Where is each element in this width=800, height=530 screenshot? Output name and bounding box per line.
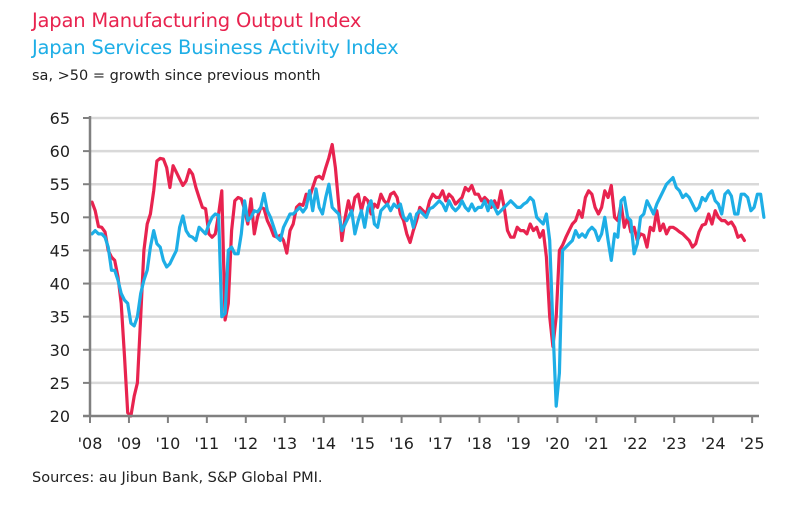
services-activity-line — [90, 176, 766, 408]
x-tick-label: '20 — [545, 434, 570, 453]
y-tick-label: 20 — [50, 407, 70, 426]
x-tick-label: '09 — [117, 434, 142, 453]
y-tick-label: 65 — [50, 109, 70, 128]
x-tick-label: '12 — [233, 434, 258, 453]
x-tick-label: '14 — [311, 434, 336, 453]
x-axis-tick-labels: '08 '09 '10 '11 '12 '13 '14 '15 '16 '17 '18 '19 '20 '… — [78, 434, 765, 453]
x-tick-label: '19 — [506, 434, 531, 453]
x-tick-label: '25 — [740, 434, 765, 453]
x-tick-label: '17 — [428, 434, 453, 453]
y-tick-label: 50 — [50, 208, 70, 227]
x-tick-label: '23 — [662, 434, 687, 453]
chart-title-services: Japan Services Business Activity Index — [32, 36, 399, 59]
x-tick-label: '22 — [623, 434, 648, 453]
x-tick-label: '18 — [467, 434, 492, 453]
x-tick-label: '11 — [194, 434, 219, 453]
x-tick-label: '16 — [389, 434, 414, 453]
gridlines — [83, 116, 759, 423]
chart-title-manufacturing: Japan Manufacturing Output Index — [32, 9, 362, 32]
y-axis-tick-labels: 65 60 55 50 45 40 35 30 25 20 — [50, 109, 70, 426]
y-tick-label: 25 — [50, 374, 70, 393]
y-tick-label: 45 — [50, 241, 70, 260]
series-lines — [90, 142, 766, 418]
x-tick-label: '13 — [272, 434, 297, 453]
x-tick-label: '10 — [156, 434, 181, 453]
y-tick-label: 35 — [50, 308, 70, 327]
chart-subtitle: sa, >50 = growth since previous month — [32, 68, 321, 84]
y-tick-label: 60 — [50, 142, 70, 161]
x-tick-label: '24 — [701, 434, 726, 453]
x-tick-label: '21 — [584, 434, 609, 453]
y-tick-label: 40 — [50, 275, 70, 294]
axes — [83, 116, 759, 418]
source-note: Sources: au Jibun Bank, S&P Global PMI. — [32, 470, 323, 486]
x-tick-label: '08 — [78, 434, 103, 453]
y-tick-label: 55 — [50, 175, 70, 194]
x-tick-label: '15 — [350, 434, 375, 453]
y-tick-label: 30 — [50, 341, 70, 360]
